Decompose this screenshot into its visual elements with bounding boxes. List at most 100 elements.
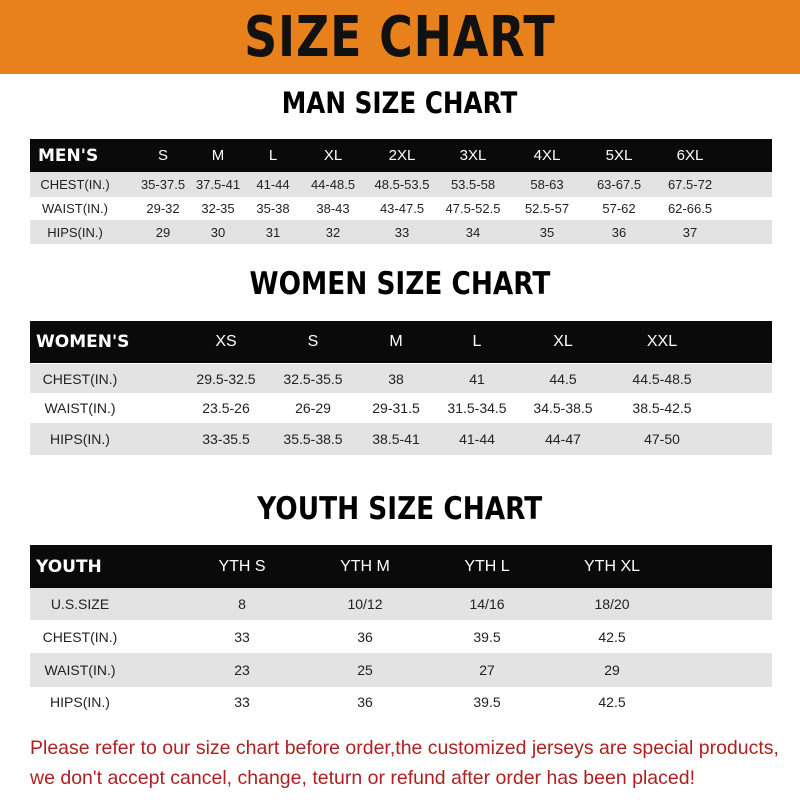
table-cell: 14/16 [469,596,505,612]
table-row: WAIST(IN.) 29-32 32-35 35-38 38-43 43-47.5 47.… [30,197,772,220]
table-cell: 29-31.5 [372,400,420,416]
table-cell: 32-35 [201,201,235,216]
table-cell: 26-29 [295,400,331,416]
table-cell: 38.5-41 [372,431,420,447]
size-header: S [157,147,169,164]
table-cell: 32.5-35.5 [283,370,343,387]
table-row: CHEST(IN.) 35-37.5 37.5-41 41-44 44-48.5 48.5… [30,172,772,197]
size-header: YTH XL [583,557,641,575]
disclaimer-line-2: we don't accept cancel, change, teturn o… [30,767,695,789]
table-cell: 31 [265,224,281,240]
table-cell: 27 [479,662,495,678]
table-cell: 53.5-58 [450,177,496,192]
table-cell: 63-67.5 [596,177,642,192]
size-header: XL [323,147,343,164]
table-cell: 35-37.5 [140,177,186,192]
size-header: S [307,333,319,350]
table-cell: 39.5 [473,694,501,710]
table-cell: 8 [238,596,246,612]
table-cell: 29 [604,662,620,678]
size-header: YTH M [340,557,390,575]
table-cell: 10/12 [347,596,383,612]
measure-label: CHEST(IN.) [40,177,110,192]
disclaimer: Please refer to our size chart before or… [30,733,780,793]
table-cell: 38 [388,370,404,387]
table-cell: 34.5-38.5 [533,400,593,416]
table-cell: 47.5-52.5 [445,201,501,216]
measure-label: CHEST(IN.) [42,628,118,645]
table-cell: 48.5-53.5 [374,177,430,192]
table-cell: 23.5-26 [202,400,250,416]
measure-label: U.S.SIZE [50,596,110,612]
table-cell: 29.5-32.5 [196,370,256,387]
table-label: WOMEN'S [36,332,130,352]
table-row: U.S.SIZE 8 10/12 14/16 18/20 [30,588,772,620]
size-header: 2XL [388,147,416,164]
table-cell: 29-32 [146,201,180,216]
table-cell: 62-66.5 [667,201,713,216]
table-cell: 23 [234,662,250,678]
table-label: MEN'S [38,145,99,166]
measure-label: CHEST(IN.) [42,370,118,387]
table-cell: 35.5-38.5 [283,431,343,447]
table-cell: 36 [611,224,627,240]
table-cell: 57-62 [602,201,636,216]
header-row: WOMEN'S XS S M L XL XXL [30,321,772,363]
table-cell: 35 [539,224,555,240]
table-cell: 37 [682,224,698,240]
table-cell: 30 [210,224,226,240]
table-cell: 42.5 [598,694,626,710]
table-cell: 38-43 [316,201,350,216]
size-header: YTH L [464,557,510,575]
size-chart-banner: SIZE CHART [0,0,800,74]
table-row: WAIST(IN.) 23 25 27 29 [30,653,772,687]
table-cell: 52.5-57 [524,201,570,216]
table-cell: 41-44 [459,431,495,447]
table-cell: 33 [234,628,250,645]
table-cell: 37.5-41 [195,177,241,192]
measure-label: WAIST(IN.) [44,400,116,416]
size-header: XL [553,333,573,350]
header-row: MEN'S S M L XL 2XL 3XL 4XL 5XL 6XL [30,139,772,172]
measure-label: HIPS(IN.) [50,431,110,447]
table-cell: 39.5 [473,628,501,645]
table-cell: 31.5-34.5 [447,400,507,416]
size-header: 3XL [459,147,487,164]
table-row: HIPS(IN.) 29 30 31 32 33 34 35 36 37 [30,220,772,244]
measure-label: WAIST(IN.) [42,201,108,216]
table-cell: 25 [357,662,373,678]
table-cell: 44.5-48.5 [632,370,692,387]
size-header: M [211,147,225,164]
table-row: HIPS(IN.) 33-35.5 35.5-38.5 38.5-41 41-44 44-… [30,423,772,455]
women-title: WOMEN SIZE CHART [249,266,551,302]
table-cell: 34 [465,224,481,240]
size-header: XS [215,333,237,350]
table-cell: 35-38 [256,201,290,216]
table-cell: 43-47.5 [379,201,425,216]
table-row: HIPS(IN.) 33 36 39.5 42.5 [30,687,772,717]
table-row: CHEST(IN.) 29.5-32.5 32.5-35.5 38 41 44.5 44.5… [30,364,772,393]
measure-label: WAIST(IN.) [44,662,116,678]
table-cell: 44-48.5 [310,177,356,192]
size-header: 5XL [605,147,633,164]
measure-label: HIPS(IN.) [50,694,110,710]
table-label: YOUTH [36,556,102,577]
table-cell: 58-63 [530,177,564,192]
table-cell: 42.5 [598,628,626,645]
size-header: L [268,147,278,164]
size-header: M [389,333,403,350]
table-cell: 33 [234,694,250,710]
size-header: XXL [646,333,678,350]
table-cell: 18/20 [594,596,630,612]
table-cell: 36 [357,628,373,645]
table-row: CHEST(IN.) 33 36 39.5 42.5 [30,620,772,653]
table-cell: 44-47 [545,431,581,447]
size-header: 6XL [676,147,704,164]
measure-label: HIPS(IN.) [47,224,103,240]
table-row: WAIST(IN.) 23.5-26 26-29 29-31.5 31.5-34.5 34… [30,393,772,423]
table-cell: 36 [357,694,373,710]
youth-title: YOUTH SIZE CHART [257,491,543,527]
size-header: L [472,333,482,350]
table-cell: 47-50 [644,431,680,447]
header-row: YOUTH YTH S YTH M YTH L YTH XL [30,545,772,588]
